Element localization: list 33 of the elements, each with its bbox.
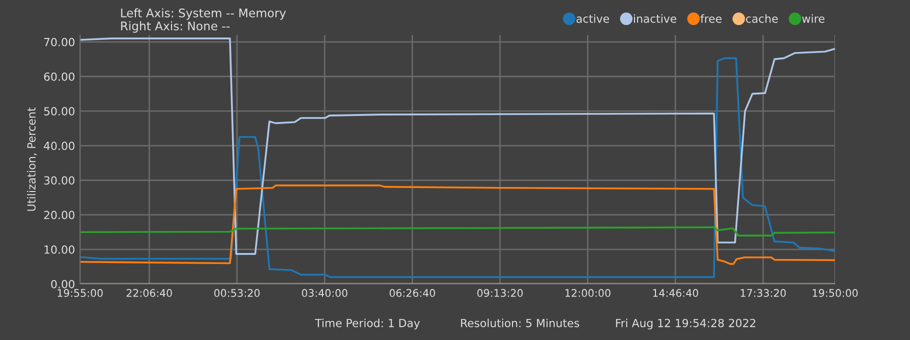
y-tick-label: 20.00: [44, 210, 74, 220]
line-series: [80, 226, 835, 236]
x-tick-label: 00:53:20: [214, 289, 260, 297]
x-tick-label: 19:50:00: [812, 289, 858, 297]
x-tick-label: 22:06:40: [126, 289, 172, 297]
legend-label: wire: [802, 14, 824, 23]
y-tick-label: 60.00: [44, 72, 74, 81]
y-tick-label: 10.00: [44, 245, 74, 254]
x-tick-label: 09:13:20: [477, 289, 523, 297]
x-tick-label: 06:26:40: [390, 289, 436, 297]
x-tick-label: 03:40:00: [302, 289, 348, 297]
x-tick-label: 19:55:00: [58, 289, 103, 297]
line-series: [80, 38, 835, 255]
y-tick-label: 40.00: [44, 142, 74, 150]
line-series: [80, 184, 835, 265]
chart-subtitle: Right Axis: None --: [121, 21, 230, 33]
legend-label: cache: [746, 14, 778, 23]
text: Time Period: 1 Day: [314, 318, 420, 330]
legend-label: inactive: [634, 14, 676, 23]
text: Fri Aug 12 19:54:28 2022: [616, 318, 756, 330]
y-tick-label: 50.00: [44, 107, 74, 116]
y-axis-title: Utilization, Percent: [27, 107, 37, 211]
x-tick-label: 12:00:00: [565, 289, 610, 297]
text: Resolution: 5 Minutes: [461, 318, 580, 328]
chart-title: Left Axis: System -- Memory: [121, 8, 286, 20]
legend-label: active: [576, 14, 610, 23]
legend-label: free: [700, 14, 722, 23]
x-tick-label: 17:33:20: [740, 289, 786, 297]
y-tick-label: 0.00: [51, 280, 74, 288]
y-tick-label: 70.00: [44, 38, 74, 46]
x-tick-label: 14:46:40: [653, 289, 698, 297]
y-tick-label: 30.00: [44, 176, 74, 185]
line-series: [80, 57, 835, 278]
